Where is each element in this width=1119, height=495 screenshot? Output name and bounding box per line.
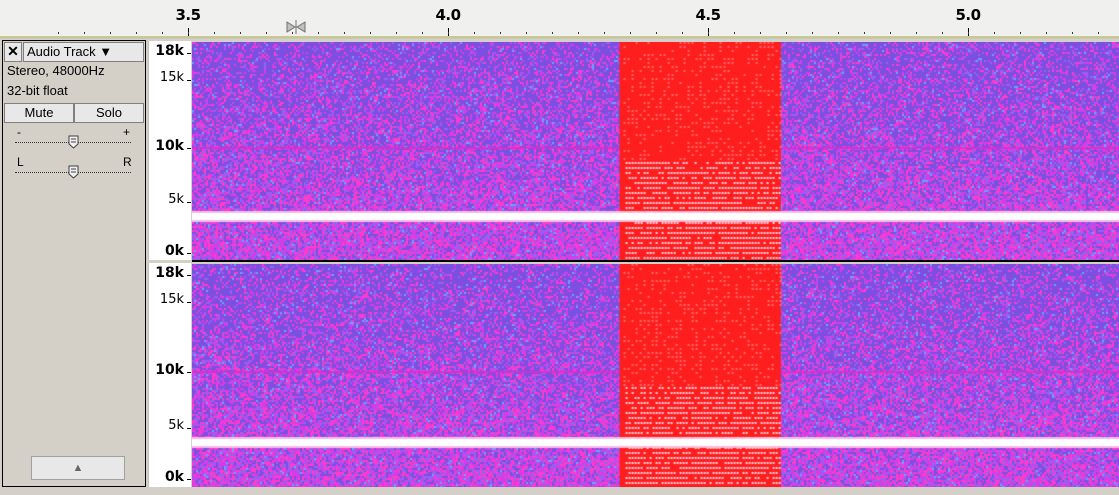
track-area-bottom <box>0 487 1119 495</box>
minor-tick <box>292 32 293 34</box>
track-format-label: 32-bit float <box>7 83 68 98</box>
minor-tick <box>968 32 969 34</box>
gain-minus-label: - <box>17 125 21 139</box>
frequency-label: 10k <box>155 361 184 378</box>
frequency-tick <box>187 302 191 304</box>
solo-button[interactable]: Solo <box>74 103 144 123</box>
playhead-icon[interactable] <box>285 18 307 36</box>
collapse-arrow-icon: ▲ <box>72 462 84 474</box>
minor-tick <box>1046 32 1047 34</box>
frequency-tick <box>187 202 191 204</box>
minor-tick <box>474 32 475 34</box>
mute-button[interactable]: Mute <box>4 103 74 123</box>
minor-tick <box>84 32 85 34</box>
minor-tick <box>812 32 813 34</box>
frequency-tick <box>187 275 191 276</box>
minor-tick <box>578 32 579 34</box>
minor-tick <box>838 32 839 34</box>
minor-tick <box>656 32 657 34</box>
ruler-baseline <box>0 36 1119 38</box>
minor-tick <box>604 32 605 34</box>
track-control-panel: ✕ Audio Track ▼ Stereo, 48000Hz 32-bit f… <box>2 40 146 487</box>
minor-tick <box>214 32 215 34</box>
minor-tick <box>760 32 761 34</box>
minor-tick <box>916 32 917 34</box>
timeline-ruler[interactable]: 3.54.04.55.05.56.06.57.07.5 <box>0 0 1119 39</box>
minor-tick <box>422 32 423 34</box>
minor-tick <box>682 32 683 34</box>
minor-tick <box>708 32 709 34</box>
frequency-tick <box>187 371 191 373</box>
minor-tick <box>942 32 943 34</box>
frequency-label: 5k <box>168 417 184 433</box>
frequency-label: 15k <box>159 69 184 85</box>
collapse-track-button[interactable]: ▲ <box>31 456 125 480</box>
frequency-label: 15k <box>159 292 184 308</box>
minor-tick <box>1020 32 1021 34</box>
frequency-label: 5k <box>168 192 184 208</box>
frequency-label: 10k <box>155 137 184 154</box>
pan-left-label: L <box>17 155 24 169</box>
minor-tick <box>110 32 111 34</box>
minor-tick <box>448 32 449 34</box>
frequency-tick <box>187 53 191 54</box>
minor-tick <box>1072 32 1073 34</box>
time-label: 5.0 <box>955 6 981 24</box>
gain-slider-thumb[interactable] <box>68 135 79 149</box>
gain-slider[interactable]: - + <box>3 125 145 153</box>
minor-tick <box>734 32 735 34</box>
frequency-ruler-left-channel: 18k 15k 10k 5k 0k <box>148 41 191 260</box>
minor-tick <box>500 32 501 34</box>
minor-tick <box>318 32 319 34</box>
close-track-button[interactable]: ✕ <box>4 42 22 62</box>
minor-tick <box>344 32 345 34</box>
gain-plus-label: + <box>123 125 131 139</box>
spectrogram-left-channel[interactable] <box>192 42 1119 260</box>
pan-right-label: R <box>123 155 132 169</box>
minor-tick <box>630 32 631 34</box>
minor-tick <box>1098 32 1099 34</box>
minor-tick <box>58 32 59 34</box>
time-label: 3.5 <box>175 6 201 24</box>
minor-tick <box>864 32 865 34</box>
track-name-menu-button[interactable]: Audio Track ▼ <box>23 42 144 62</box>
minor-tick <box>370 32 371 34</box>
frequency-tick <box>187 427 191 429</box>
minor-tick <box>526 32 527 34</box>
minor-tick <box>890 32 891 34</box>
frequency-tick <box>187 252 191 254</box>
frequency-tick <box>187 79 191 81</box>
minor-tick <box>396 32 397 34</box>
pan-slider[interactable]: L R <box>3 155 145 183</box>
track-rate-label: Stereo, 48000Hz <box>7 63 105 78</box>
frequency-ruler-right-channel: 18k 15k 10k 5k 0k <box>148 263 191 487</box>
pan-slider-thumb[interactable] <box>68 165 79 179</box>
minor-tick <box>136 32 137 34</box>
frequency-label: 18k <box>155 265 184 281</box>
frequency-tick <box>187 479 191 481</box>
minor-tick <box>162 32 163 34</box>
time-label: 4.5 <box>695 6 721 24</box>
channel-separator <box>192 260 1119 262</box>
minor-tick <box>786 32 787 34</box>
minor-tick <box>188 32 189 34</box>
minor-tick <box>266 32 267 34</box>
frequency-label: 18k <box>155 43 184 59</box>
minor-tick <box>240 32 241 34</box>
mute-solo-row: Mute Solo <box>4 103 144 123</box>
spectrogram-right-channel[interactable] <box>192 264 1119 487</box>
minor-tick <box>994 32 995 34</box>
frequency-label: 0k <box>164 469 184 486</box>
minor-tick <box>552 32 553 34</box>
time-label: 4.0 <box>435 6 461 24</box>
frequency-tick <box>187 147 191 149</box>
frequency-label: 0k <box>164 242 184 259</box>
track-header: ✕ Audio Track ▼ <box>3 41 145 62</box>
